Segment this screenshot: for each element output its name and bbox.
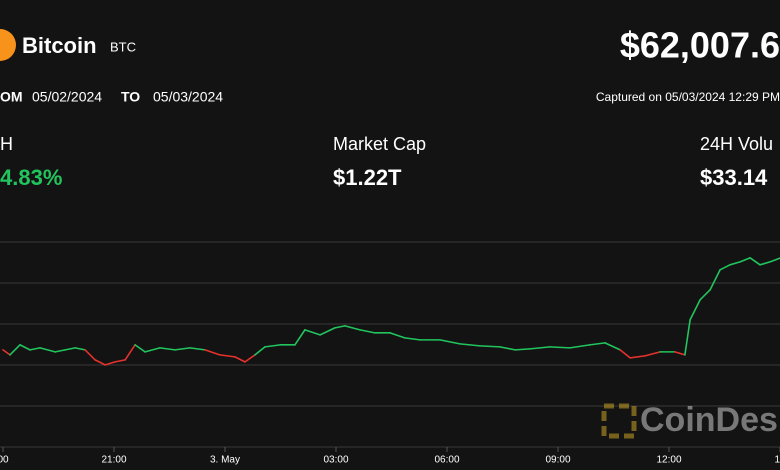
- price-segment: [19, 344, 31, 351]
- price-segment: [134, 344, 146, 353]
- x-tick-label: 15: [774, 455, 780, 466]
- stat-value: 4.83%: [0, 165, 62, 190]
- to-date: 05/03/2024: [153, 89, 223, 105]
- price-segment: [719, 264, 731, 271]
- price-segment: [39, 347, 56, 353]
- price-segment: [294, 329, 306, 346]
- coin-symbol: BTC: [110, 39, 136, 54]
- x-tick-label: 09:00: [545, 455, 570, 466]
- price-segment: [529, 346, 551, 350]
- price-segment: [549, 346, 571, 349]
- stat-value: $1.22T: [333, 165, 402, 190]
- price-segment: [144, 347, 161, 353]
- price-segment: [344, 325, 361, 331]
- from-date: 05/02/2024: [32, 89, 102, 105]
- price-segment: [759, 261, 771, 266]
- price-segment: [569, 344, 591, 349]
- price-segment: [2, 349, 11, 356]
- price-segment: [404, 337, 421, 341]
- price-segment: [589, 342, 606, 346]
- price-segment: [479, 345, 501, 348]
- price-segment: [244, 354, 256, 363]
- price-segment: [674, 351, 686, 356]
- price-segment: [689, 299, 701, 321]
- price-segment: [749, 257, 761, 266]
- price-segment: [319, 327, 336, 336]
- stat-label: H: [0, 134, 13, 154]
- price-segment: [439, 339, 461, 345]
- watermark: CoinDes: [601, 401, 778, 439]
- coin-name: Bitcoin: [22, 33, 97, 58]
- stat-label: 24H Volu: [700, 134, 773, 154]
- price-segment: [114, 359, 126, 363]
- price: $62,007.6: [620, 25, 780, 66]
- price-segment: [174, 347, 191, 351]
- price-segment: [459, 343, 481, 347]
- price-segment: [189, 347, 206, 351]
- price-segment: [629, 355, 646, 359]
- price-segment: [644, 351, 661, 357]
- price-segment: [74, 347, 86, 351]
- watermark-text: CoinDes: [640, 401, 778, 439]
- x-tick-label: 3. May: [210, 455, 240, 466]
- price-segment: [159, 347, 176, 351]
- price-segment: [619, 349, 631, 359]
- price-segment: [84, 349, 96, 361]
- price-segment: [304, 329, 321, 336]
- price-segment: [9, 344, 21, 356]
- price-segment: [264, 344, 281, 348]
- price-segment: [769, 257, 780, 263]
- price-segment: [29, 347, 41, 351]
- price-segment: [499, 346, 516, 351]
- price-segment: [389, 332, 406, 339]
- price-segment: [709, 269, 721, 291]
- captured: Captured on 05/03/2024 12:29 PM: [596, 90, 780, 104]
- x-tick-label: 00: [0, 455, 9, 466]
- price-segment: [514, 348, 531, 351]
- chart: 00 21:00 3. May 03:00 06:00 09:00 12:00 15: [0, 241, 780, 466]
- bitcoin-logo: [0, 29, 16, 61]
- price-segment: [359, 329, 376, 334]
- price-segment: [124, 344, 136, 361]
- price-segment: [204, 349, 221, 356]
- price-segment: [334, 325, 346, 329]
- stat-value: $33.14: [700, 165, 768, 190]
- price-segment: [54, 349, 66, 353]
- price-segment: [219, 354, 236, 358]
- price-segment: [94, 359, 106, 366]
- watermark-icon: [601, 403, 637, 439]
- price-segment: [234, 356, 246, 363]
- price-segment: [699, 289, 711, 301]
- x-tick-label: 03:00: [323, 455, 348, 466]
- stat-label: Market Cap: [333, 134, 426, 154]
- x-tick-label: 06:00: [434, 455, 459, 466]
- x-tick-label: 21:00: [101, 455, 126, 466]
- price-segment: [604, 342, 621, 351]
- price-segment: [254, 346, 266, 356]
- to-label: TO: [121, 89, 140, 105]
- price-segment: [729, 261, 741, 266]
- price-segment: [684, 319, 691, 356]
- from-label: OM: [0, 89, 23, 105]
- price-segment: [64, 347, 76, 351]
- price-segment: [104, 361, 116, 366]
- price-segment: [739, 257, 751, 263]
- x-tick-label: 12:00: [656, 455, 681, 466]
